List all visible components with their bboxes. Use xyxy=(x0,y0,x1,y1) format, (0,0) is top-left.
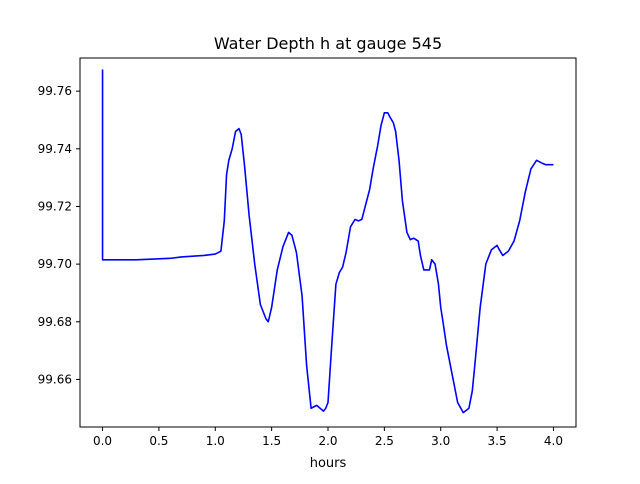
x-axis: 0.0 0.5 1.0 1.5 2.0 2.5 3.0 3.5 4.0 xyxy=(93,427,563,448)
x-tick-label: 0.5 xyxy=(149,434,168,448)
x-axis-label: hours xyxy=(310,456,347,471)
x-tick-label: 2.0 xyxy=(318,434,337,448)
plot-area xyxy=(101,69,554,414)
x-tick-label: 1.0 xyxy=(206,434,225,448)
y-tick-label: 99.70 xyxy=(38,257,72,271)
y-tick-label: 99.74 xyxy=(38,142,72,156)
x-tick-label: 3.0 xyxy=(431,434,450,448)
series-line-0 xyxy=(101,69,554,414)
x-tick-label: 2.5 xyxy=(375,434,394,448)
x-tick-label: 0.0 xyxy=(93,434,112,448)
x-tick-label: 3.5 xyxy=(488,434,507,448)
chart-title: Water Depth h at gauge 545 xyxy=(214,34,442,53)
y-tick-label: 99.76 xyxy=(38,84,72,98)
y-tick-label: 99.66 xyxy=(38,372,72,386)
y-tick-label: 99.72 xyxy=(38,199,72,213)
x-tick-label: 1.5 xyxy=(262,434,281,448)
y-axis: 99.66 99.68 99.70 99.72 99.74 99.76 xyxy=(38,84,80,386)
y-tick-label: 99.68 xyxy=(38,315,72,329)
x-tick-label: 4.0 xyxy=(544,434,563,448)
